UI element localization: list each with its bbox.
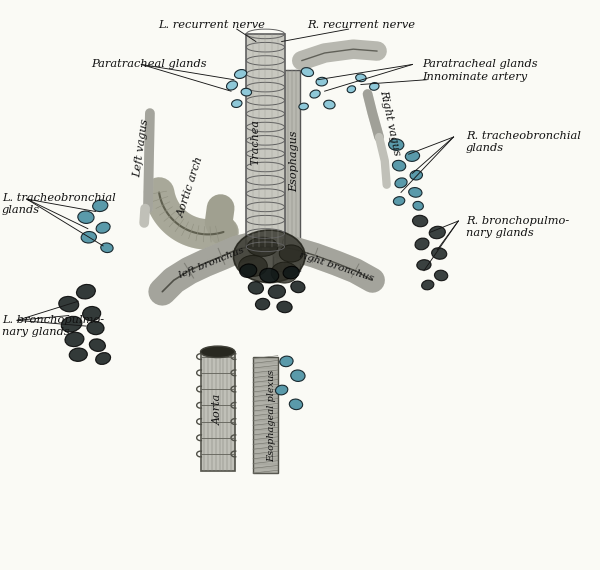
Ellipse shape bbox=[268, 285, 286, 298]
Ellipse shape bbox=[256, 298, 269, 310]
Ellipse shape bbox=[271, 262, 298, 283]
Ellipse shape bbox=[392, 160, 406, 171]
Ellipse shape bbox=[431, 248, 447, 259]
Ellipse shape bbox=[89, 339, 106, 352]
Ellipse shape bbox=[78, 211, 94, 223]
Ellipse shape bbox=[95, 353, 110, 364]
Ellipse shape bbox=[310, 90, 320, 98]
Text: Paratracheal glands: Paratracheal glands bbox=[91, 59, 206, 70]
Text: Right vagus: Right vagus bbox=[377, 89, 401, 157]
Ellipse shape bbox=[96, 222, 110, 233]
Text: L. recurrent nerve: L. recurrent nerve bbox=[158, 21, 265, 30]
Ellipse shape bbox=[291, 370, 305, 381]
Ellipse shape bbox=[412, 215, 428, 227]
Ellipse shape bbox=[301, 68, 314, 76]
Ellipse shape bbox=[227, 81, 238, 90]
Ellipse shape bbox=[61, 316, 82, 332]
Ellipse shape bbox=[92, 200, 108, 211]
Text: Paratracheal glands: Paratracheal glands bbox=[422, 59, 538, 70]
Text: R. tracheobronchial
glands: R. tracheobronchial glands bbox=[466, 131, 581, 153]
Ellipse shape bbox=[81, 231, 97, 243]
Ellipse shape bbox=[239, 255, 268, 276]
Ellipse shape bbox=[394, 197, 405, 205]
Ellipse shape bbox=[413, 201, 424, 210]
Ellipse shape bbox=[289, 399, 302, 410]
Ellipse shape bbox=[101, 243, 113, 253]
Text: left bronchus: left bronchus bbox=[178, 246, 246, 280]
Ellipse shape bbox=[370, 83, 379, 90]
Ellipse shape bbox=[417, 260, 431, 270]
Text: R. bronchopulmo-
nary glands: R. bronchopulmo- nary glands bbox=[466, 216, 569, 238]
Text: Esophageal plexus: Esophageal plexus bbox=[268, 369, 277, 462]
Ellipse shape bbox=[241, 88, 251, 96]
Ellipse shape bbox=[65, 332, 84, 347]
Ellipse shape bbox=[410, 170, 422, 180]
Text: L. bronchopulmo-
nary glands: L. bronchopulmo- nary glands bbox=[2, 315, 104, 337]
Text: Left vagus: Left vagus bbox=[132, 119, 151, 178]
Bar bbox=[253, 357, 278, 473]
Ellipse shape bbox=[248, 282, 263, 294]
Text: R. recurrent nerve: R. recurrent nerve bbox=[307, 21, 415, 30]
Ellipse shape bbox=[389, 139, 404, 150]
Text: Esophagus: Esophagus bbox=[289, 130, 299, 192]
Ellipse shape bbox=[76, 284, 95, 299]
Text: right bronchus: right bronchus bbox=[298, 251, 374, 283]
Ellipse shape bbox=[316, 78, 328, 86]
Ellipse shape bbox=[69, 348, 88, 361]
Text: Aortic arch: Aortic arch bbox=[176, 155, 205, 218]
Ellipse shape bbox=[59, 296, 79, 312]
Text: Innominate artery: Innominate artery bbox=[422, 72, 527, 82]
Ellipse shape bbox=[279, 245, 303, 262]
Ellipse shape bbox=[356, 74, 366, 82]
Text: Trachea: Trachea bbox=[251, 119, 261, 165]
Ellipse shape bbox=[422, 280, 434, 290]
Ellipse shape bbox=[83, 307, 101, 321]
Bar bbox=[247, 34, 284, 247]
Ellipse shape bbox=[283, 266, 299, 279]
Ellipse shape bbox=[260, 268, 279, 283]
Ellipse shape bbox=[277, 301, 292, 313]
Ellipse shape bbox=[233, 230, 305, 283]
Bar bbox=[200, 352, 235, 471]
Ellipse shape bbox=[415, 238, 429, 250]
Text: Aorta: Aorta bbox=[212, 393, 223, 425]
Ellipse shape bbox=[239, 264, 257, 278]
Ellipse shape bbox=[409, 188, 422, 197]
Bar bbox=[273, 70, 300, 271]
Ellipse shape bbox=[347, 86, 356, 93]
Ellipse shape bbox=[87, 321, 104, 335]
Ellipse shape bbox=[324, 100, 335, 109]
Ellipse shape bbox=[275, 385, 288, 395]
Ellipse shape bbox=[291, 281, 305, 293]
Ellipse shape bbox=[299, 103, 308, 110]
Text: L. tracheobronchial
glands: L. tracheobronchial glands bbox=[2, 193, 116, 215]
Ellipse shape bbox=[232, 100, 242, 108]
Ellipse shape bbox=[280, 356, 293, 367]
Ellipse shape bbox=[395, 178, 407, 188]
Ellipse shape bbox=[200, 346, 235, 357]
Ellipse shape bbox=[429, 226, 445, 239]
Ellipse shape bbox=[406, 151, 419, 161]
Ellipse shape bbox=[247, 237, 278, 256]
Ellipse shape bbox=[235, 70, 247, 79]
Ellipse shape bbox=[434, 270, 448, 281]
